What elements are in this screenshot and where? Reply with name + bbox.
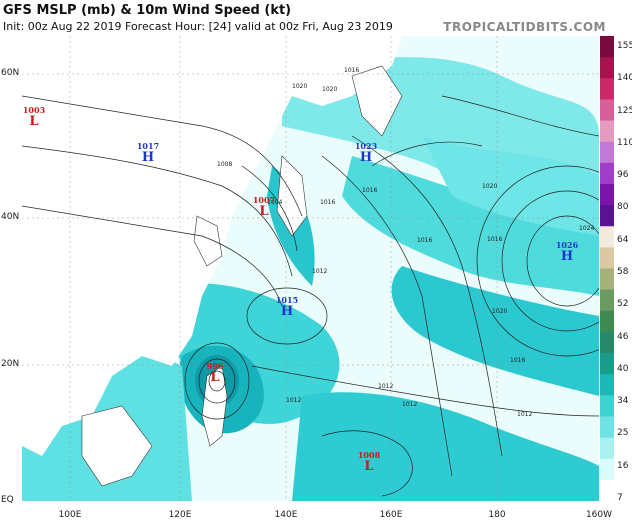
colorbar-swatch: [600, 162, 614, 185]
isobars: [22, 95, 599, 497]
chart-title: GFS MSLP (mb) & 10m Wind Speed (kt): [3, 3, 292, 18]
colorbar-swatch: [600, 289, 614, 312]
longitude-label: 160E: [379, 510, 403, 520]
weather-map: 1016 1020 1008 1012 1016 1004 1016 1020 …: [22, 36, 599, 501]
isobar-label: 1016: [362, 187, 377, 194]
longitude-label: 120E: [168, 510, 192, 520]
colorbar-label: 155: [617, 41, 632, 51]
colorbar-swatch: [600, 353, 614, 375]
latitude-label: 60N: [1, 68, 20, 78]
colorbar-label: 125: [617, 105, 632, 116]
low-pressure-center: 1008 L: [357, 450, 381, 474]
isobar-label: 1016: [417, 237, 432, 244]
land-masses: [22, 36, 403, 487]
isobar-label: 1012: [312, 268, 327, 275]
colorbar-swatch: [600, 205, 614, 227]
colorbar-swatch: [600, 36, 614, 58]
colorbar-swatch: [600, 310, 614, 333]
low-pressure-center: 1003 L: [22, 105, 46, 129]
colorbar-swatch: [600, 78, 614, 100]
isobar-label: 1016: [487, 236, 502, 243]
chart-subtitle: Init: 00z Aug 22 2019 Forecast Hour: [24…: [3, 20, 393, 33]
graticule: [22, 36, 599, 501]
isobar-label: 1020: [322, 86, 337, 93]
isobar-label: 1012: [517, 411, 532, 418]
colorbar-label: 34: [617, 396, 629, 407]
colorbar-swatch: [600, 57, 614, 79]
latitude-label: EQ: [1, 495, 14, 505]
colorbar-swatch: [600, 479, 614, 501]
colorbar-swatch: [600, 247, 614, 269]
brand-watermark: TROPICALTIDBITS.COM: [443, 20, 606, 34]
colorbar-swatch: [600, 141, 614, 164]
colorbar-label: 96: [617, 170, 629, 181]
colorbar-swatch: [600, 120, 614, 143]
colorbar-swatch: [600, 99, 614, 122]
colorbar-swatch: [600, 374, 614, 396]
colorbar-swatch: [600, 268, 614, 291]
isobar-label: 1020: [492, 308, 507, 315]
isobar-label: 1024: [579, 225, 594, 232]
isobar-label: 1016: [344, 67, 359, 74]
high-pressure-center: 1017 H: [136, 141, 160, 165]
high-pressure-center: 1023 H: [354, 141, 378, 165]
low-pressure-center: 1007 L: [252, 195, 276, 219]
colorbar-label: 64: [617, 234, 629, 245]
colorbar-swatch: [600, 226, 614, 248]
longitude-label: 100E: [58, 510, 82, 520]
colorbar-label: 16: [617, 460, 629, 471]
isobar-label: 1020: [482, 183, 497, 190]
isobar-label: 1012: [286, 397, 301, 404]
longitude-label: 180: [488, 510, 506, 520]
colorbar-label: 7: [617, 493, 623, 503]
isobar-label: 1004: [267, 199, 282, 206]
high-pressure-center: 1026 H: [555, 240, 579, 264]
longitude-label: 140E: [274, 510, 298, 520]
isobar-label: 1016: [510, 357, 525, 364]
colorbar-swatch: [600, 458, 614, 481]
latitude-label: 40N: [1, 212, 20, 222]
isobar-label: 1012: [402, 401, 417, 408]
colorbar-label: 110: [617, 137, 632, 148]
latitude-label: 20N: [1, 359, 20, 369]
colorbar-label: 80: [617, 202, 629, 213]
colorbar-label: 40: [617, 363, 629, 374]
isobar-label: 1012: [378, 383, 393, 390]
isobar-label: 1016: [320, 199, 335, 206]
colorbar-label: 58: [617, 267, 629, 277]
colorbar-label: 140: [617, 73, 632, 84]
colorbar-label: 46: [617, 331, 629, 342]
longitude-label: 160W: [585, 510, 613, 520]
isobar-label: 1020: [292, 83, 307, 90]
colorbar-swatch: [600, 416, 614, 439]
isobar-label: 1008: [217, 161, 232, 168]
colorbar-swatch: [600, 331, 614, 354]
colorbar-swatch: [600, 183, 614, 206]
low-pressure-center: 996 L: [206, 361, 224, 385]
isobar-labels: 1016 1020 1008 1012 1016 1004 1016 1020 …: [217, 67, 594, 418]
colorbar-swatch: [600, 437, 614, 460]
colorbar-swatch: [600, 395, 614, 417]
high-pressure-center: 1015 H: [275, 295, 299, 319]
wind-speed-colorbar: [600, 36, 614, 501]
colorbar-label: 52: [617, 299, 629, 310]
colorbar-label: 25: [617, 428, 629, 439]
